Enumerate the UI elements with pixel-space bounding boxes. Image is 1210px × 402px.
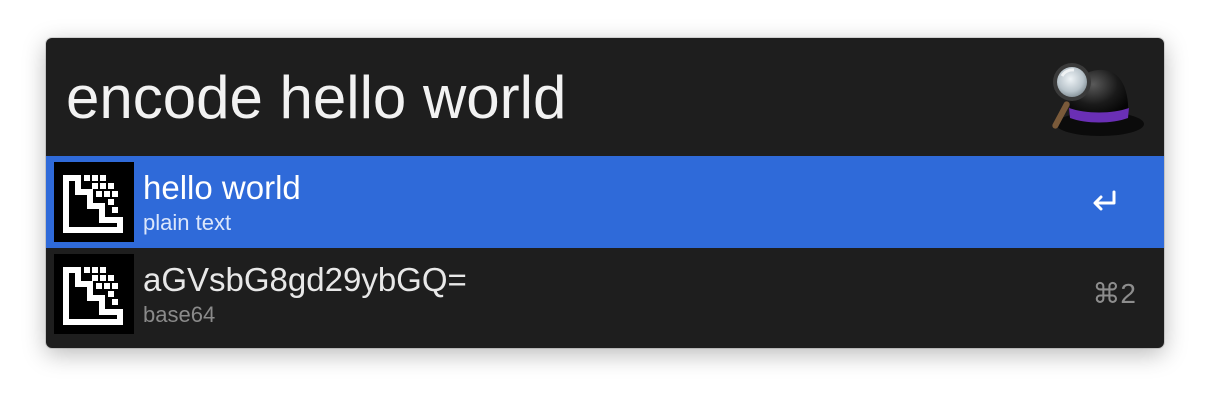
result-title: aGVsbG8gd29ybGQ= bbox=[143, 261, 467, 298]
search-input[interactable] bbox=[66, 60, 1026, 136]
result-item-base64[interactable]: aGVsbG8gd29ybGQ= base64 ⌘2 bbox=[46, 248, 1164, 340]
results-list: hello world plain text bbox=[46, 156, 1164, 340]
launcher-window: hello world plain text bbox=[46, 38, 1164, 348]
result-item-plain-text[interactable]: hello world plain text bbox=[46, 156, 1164, 248]
result-title: hello world bbox=[143, 169, 301, 206]
return-key-icon bbox=[1093, 190, 1116, 211]
alfred-hat-magnifier-icon bbox=[1052, 63, 1144, 136]
result-subtitle: plain text bbox=[143, 210, 232, 235]
search-bar bbox=[46, 38, 1164, 156]
encoder-workflow-icon bbox=[54, 254, 134, 334]
result-subtitle: base64 bbox=[143, 302, 216, 327]
encoder-workflow-icon bbox=[54, 162, 134, 242]
shortcut-label: ⌘2 bbox=[1092, 278, 1136, 309]
